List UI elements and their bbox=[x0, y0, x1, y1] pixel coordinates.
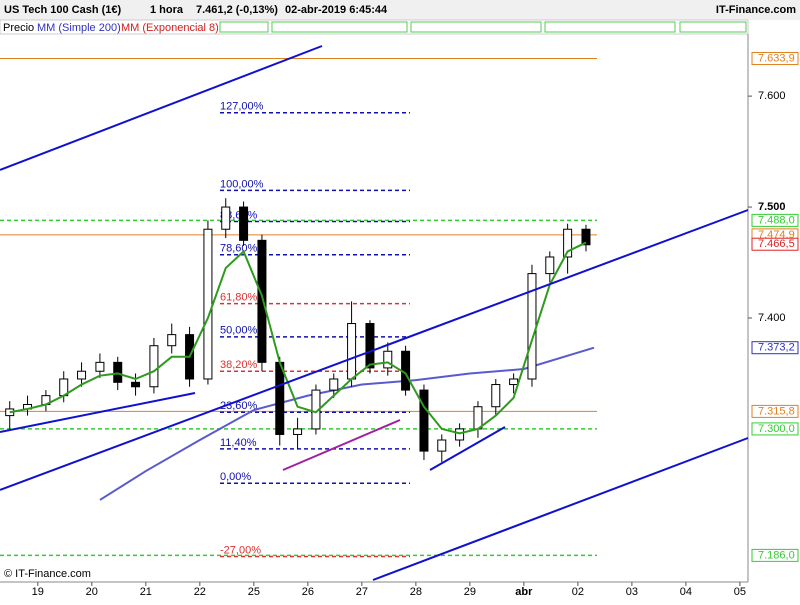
level-label-box bbox=[751, 237, 799, 251]
candle-body bbox=[509, 378, 519, 386]
fib-label: 127,00% bbox=[220, 101, 264, 113]
level-label-box bbox=[751, 52, 799, 66]
legend-entry: MM (Simple 200) bbox=[37, 22, 121, 34]
fib-label: 78,60% bbox=[220, 243, 258, 255]
candle-body bbox=[545, 256, 555, 275]
candle-body bbox=[455, 428, 465, 441]
candle-body bbox=[221, 206, 231, 230]
copyright: © IT-Finance.com bbox=[4, 568, 91, 580]
legend-entry: MM (Exponencial 8) bbox=[121, 22, 219, 34]
candle-body bbox=[131, 381, 141, 388]
candle-body bbox=[437, 439, 447, 452]
fib-label: 11,40% bbox=[220, 437, 257, 449]
candle-body bbox=[347, 323, 357, 380]
y-tick-label: 7.400 bbox=[758, 312, 786, 324]
level-label-box bbox=[751, 404, 799, 418]
candle-body bbox=[419, 389, 429, 452]
y-tick-label: 7.600 bbox=[758, 90, 786, 102]
level-label: 7.315,8 bbox=[758, 405, 795, 417]
level-label: 7.488,0 bbox=[758, 214, 795, 226]
x-tick-label: 25 bbox=[248, 586, 260, 598]
legend-entry: Precio bbox=[3, 22, 34, 34]
chart-title: US Tech 100 Cash (1€) bbox=[4, 4, 122, 16]
candle-body bbox=[365, 323, 375, 369]
x-tick-label: 21 bbox=[140, 586, 152, 598]
level-label-box bbox=[751, 213, 799, 227]
candle-body bbox=[563, 228, 573, 258]
x-tick-label: 29 bbox=[464, 586, 476, 598]
fib-label: 50,00% bbox=[220, 325, 258, 337]
candle-body bbox=[77, 370, 87, 380]
candle-body bbox=[581, 228, 591, 246]
interval: 1 hora bbox=[150, 4, 184, 16]
level-label-box bbox=[751, 422, 799, 436]
x-tick-label: abr bbox=[515, 586, 533, 598]
x-tick-label: 03 bbox=[626, 586, 638, 598]
level-label: 7.300,0 bbox=[758, 423, 795, 435]
x-tick-label: 05 bbox=[734, 586, 746, 598]
level-label: 7.466,5 bbox=[758, 238, 795, 250]
last-price: 7.461,2 (-0,13%) bbox=[196, 4, 278, 16]
fib-label: -27,00% bbox=[220, 544, 261, 556]
x-tick-label: 19 bbox=[32, 586, 44, 598]
legend-placeholders bbox=[219, 21, 747, 33]
candle-body bbox=[239, 206, 249, 241]
fib-label: 38,20% bbox=[220, 359, 258, 371]
legend-bar bbox=[0, 19, 749, 35]
x-tick-label: 26 bbox=[302, 586, 314, 598]
trend-lines bbox=[0, 45, 749, 581]
fib-label: 61,80% bbox=[220, 291, 258, 303]
fib-label: 0,00% bbox=[220, 471, 251, 483]
timestamp: 02-abr-2019 6:45:44 bbox=[285, 4, 388, 16]
candle-body bbox=[491, 384, 501, 408]
candle-body bbox=[293, 428, 303, 435]
candle-body bbox=[167, 334, 177, 347]
x-tick-label: 20 bbox=[86, 586, 98, 598]
y-tick-label: 7.500 bbox=[758, 201, 786, 213]
candle-body bbox=[113, 361, 123, 383]
fib-label: 100,00% bbox=[220, 178, 264, 190]
candle-body bbox=[203, 228, 213, 380]
x-tick-label: 02 bbox=[572, 586, 584, 598]
candle-body bbox=[149, 345, 159, 388]
x-tick-label: 04 bbox=[680, 586, 692, 598]
candle-body bbox=[383, 350, 393, 369]
level-label-box bbox=[751, 548, 799, 562]
candle-body bbox=[95, 361, 105, 372]
level-label-box bbox=[751, 341, 799, 355]
source: IT-Finance.com bbox=[716, 4, 796, 16]
x-tick-label: 27 bbox=[356, 586, 368, 598]
candle-body bbox=[329, 378, 339, 391]
level-label: 7.373,2 bbox=[758, 342, 795, 354]
x-tick-label: 28 bbox=[410, 586, 422, 598]
candle-body bbox=[275, 361, 285, 435]
header-bar bbox=[0, 0, 800, 20]
x-tick-label: 22 bbox=[194, 586, 206, 598]
level-label: 7.186,0 bbox=[758, 549, 795, 561]
level-label: 7.633,9 bbox=[758, 52, 795, 64]
candle-body bbox=[257, 239, 267, 363]
ema-line bbox=[9, 241, 587, 435]
